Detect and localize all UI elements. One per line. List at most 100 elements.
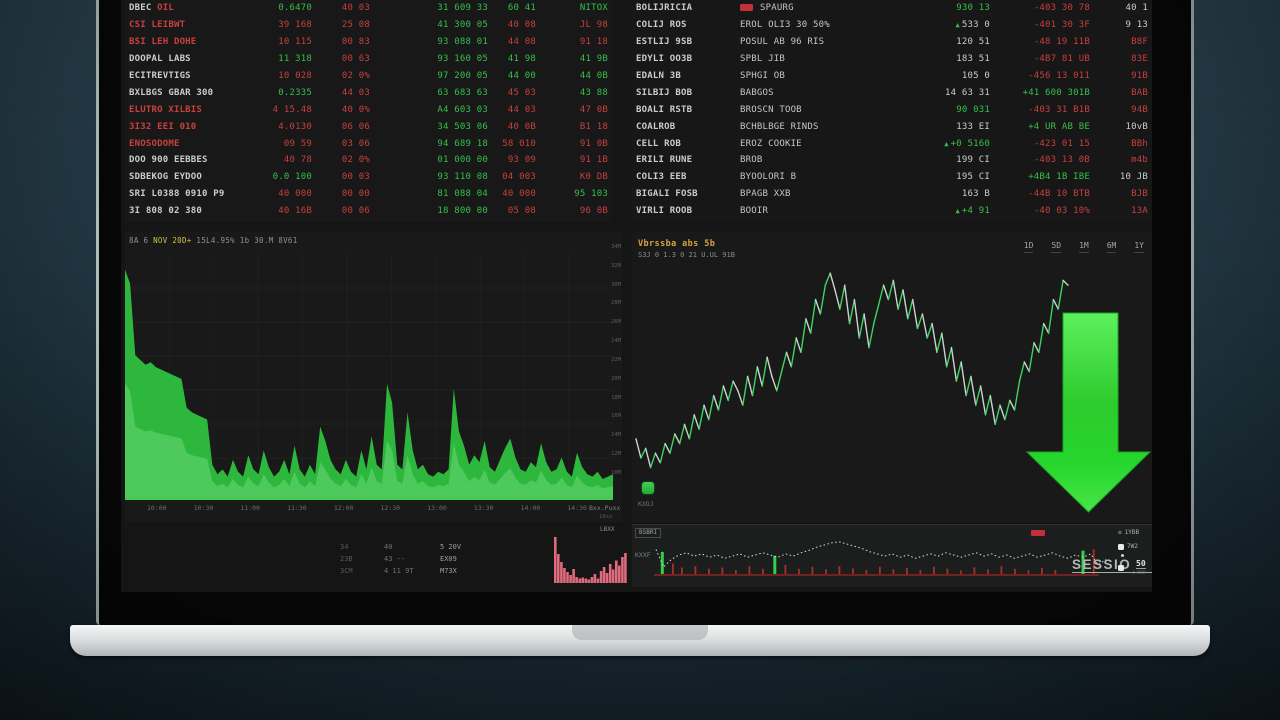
session-overview-panel[interactable]: BSBRI KXXF ≡ 1YBB 7W2 SESSIO 50 4 RXX xyxy=(632,524,1152,587)
ticker-description: BROB xyxy=(740,155,763,166)
volume-chart-panel[interactable]: 8A 6 NOV 20D+ 15L4.95% 1b 30.M 8V61 10:0… xyxy=(125,232,622,522)
ticker-name: BSI LEH DOHE xyxy=(129,37,197,48)
ticker-change: -423 01 15 xyxy=(1033,138,1090,149)
ticker-description: SPBL JIB xyxy=(740,54,785,65)
range-button[interactable]: 1Y xyxy=(1134,241,1144,253)
stat-value: EX09 xyxy=(440,555,457,563)
watchlist-row[interactable]: SDBEKOG EYDOO 0.0 100 00 03 93 110 08 04 003… xyxy=(125,169,612,186)
ticker-name: 3I 808 02 380 xyxy=(129,206,203,217)
ticker-value: 40 08 xyxy=(507,20,536,31)
ticker-description: SPAURG xyxy=(740,3,898,13)
watchlist-row[interactable]: CELL ROB EROZ COOKIE ▲ +0 5160 -423 01 15 BBh xyxy=(632,135,1152,152)
watchlist-row[interactable]: 3I32 EEI 010 4.0130 06 06 34 503 06 40 0B B1 … xyxy=(125,118,612,135)
ticker-value: 40 16B xyxy=(278,206,312,217)
ticker-value: 43 88 xyxy=(579,87,608,98)
ticker-change: -403 31 B1B xyxy=(1028,104,1090,115)
watchlist-row[interactable]: BSI LEH DOHE 10 115 00 83 93 088 01 44 08 91 … xyxy=(125,34,612,51)
y-tick-label: 34M xyxy=(611,244,621,250)
ticker-value: B1 18 xyxy=(579,121,608,132)
mini-stats-table: 34 40 5 20V 23B 43 -- EX09 3CM 4 11 9T M73X xyxy=(340,543,498,575)
watchlist-row[interactable]: COLI3 EEB BYOOLORI B 195 CI +4B4 1B IBE 10 J… xyxy=(632,169,1152,186)
watchlist-row[interactable]: COALROB BCHBLBGE RINDS 133 EI +4 UR AB BE 10… xyxy=(632,118,1152,135)
ticker-value: 0.6470 xyxy=(278,3,312,14)
dot-icon xyxy=(1121,554,1124,557)
ticker-price: 930 13 xyxy=(956,3,990,14)
ticker-description: BPAGB XXB xyxy=(740,189,791,200)
ticker-value: 91 0B xyxy=(579,138,608,149)
watchlist-row[interactable]: DBEC OIL 0.6470 40 03 31 609 33 60 41 NITOX xyxy=(125,0,612,17)
ticker-change: -4B7 81 UB xyxy=(1033,54,1090,65)
watchlist-row[interactable]: COLIJ ROS EROL OLI3 30 50% ▲ 533 0 -401 30 3… xyxy=(632,17,1152,34)
range-button[interactable]: 1M xyxy=(1079,241,1089,253)
ticker-value: 00 06 xyxy=(341,206,370,217)
watchlist-row[interactable]: CSI LEIBWT 39 168 25 08 41 300 05 40 08 JL 98 xyxy=(125,17,612,34)
y-tick-label: 10M xyxy=(611,469,621,476)
stat-mid: 4 11 9T xyxy=(384,567,414,575)
up-arrow-icon: ▲ xyxy=(955,207,960,216)
watchlist-row[interactable]: EDALN 3B SPHGI OB 105 0 -456 13 011 91B xyxy=(632,68,1152,85)
ticker-percent: 91B xyxy=(1131,71,1148,81)
watchlist-row[interactable]: BOLIJRICIA SPAURG 930 13 -403 30 78 40 1 xyxy=(632,0,1152,17)
ticker-value: 44 00 xyxy=(507,71,536,81)
mini-pink-bar-chart[interactable] xyxy=(554,533,628,583)
alert-badge xyxy=(1031,530,1045,536)
range-button[interactable]: 6M xyxy=(1106,241,1117,253)
watchlist-row[interactable]: SRI L0388 0910 P9 40 000 00 00 81 088 04 40 … xyxy=(125,186,612,203)
watchlist-row[interactable]: EDYLI OO3B SPBL JIB 183 51 -4B7 81 UB 83E xyxy=(632,51,1152,68)
ticker-value: 60 41 xyxy=(507,3,536,14)
panel-counter[interactable] xyxy=(1118,565,1124,571)
ticker-description: BROSCN TOOB xyxy=(740,104,802,115)
ticker-description: SPHGI OB xyxy=(740,71,785,81)
ticker-price: 163 B xyxy=(961,189,990,200)
stat-value: 5 20V xyxy=(440,543,462,551)
watchlist-row[interactable]: BIGALI FOSB BPAGB XXB 163 B -44B 10 BTB BJB xyxy=(632,186,1152,203)
ticker-change: -456 13 011 xyxy=(1028,71,1090,81)
watchlist-row[interactable]: BOALI RSTB BROSCN TOOB 90 031 -403 31 B1B 94… xyxy=(632,101,1152,118)
ticker-name: BOLIJRICIA xyxy=(636,3,693,14)
volume-chart-title: 8A 6 NOV 20D+ 15L4.95% 1b 30.M 8V61 xyxy=(129,236,298,245)
ticker-name-suffix: OIL xyxy=(151,3,174,14)
watchlist-row[interactable]: 3I 808 02 380 40 16B 00 06 18 800 00 05 08 96… xyxy=(125,203,612,220)
watchlist-row[interactable]: ELUTRO XILBIS 4 15.48 40 0% A4 603 03 44 03 4… xyxy=(125,101,612,118)
ticker-value: 25 08 xyxy=(341,20,370,31)
ticker-name: BIGALI FOSB xyxy=(636,189,698,200)
price-line-chart[interactable] xyxy=(632,258,1152,516)
y-tick-label: 18M xyxy=(611,394,621,401)
watchlist-row[interactable]: ENOSODOME 09 59 03 06 94 689 18 58 010 91 0B xyxy=(125,135,612,152)
price-chart-panel[interactable]: Vbrssba abs 5b S3J 0 1.3 0 21 U.UL 91B 1… xyxy=(632,232,1152,522)
watchlist-row[interactable]: BXLBGS GBAR 300 0.2335 44 03 63 683 63 45 03… xyxy=(125,84,612,101)
flag-badge-icon xyxy=(740,4,753,12)
ticker-value: 63 683 63 xyxy=(437,87,488,98)
laptop-base xyxy=(70,625,1210,656)
watchlist-row[interactable]: ECITREVTIGS 10 028 02 0% 97 200 05 44 00 44 0… xyxy=(125,68,612,85)
watchlist-row[interactable]: ERILI RUNE BROB 199 CI -403 13 0B m4b xyxy=(632,152,1152,169)
ticker-price: 90 031 xyxy=(956,104,990,115)
panel-menu-item[interactable]: ≡ 1YBB xyxy=(1118,529,1139,536)
y-tick-label: 14M xyxy=(611,432,621,439)
ticker-value: 00 03 xyxy=(341,172,370,183)
ticker-value: 41 9B xyxy=(579,54,608,65)
watchlist-row[interactable]: VIRLI ROOB BOOIR ▲ +4 91 -40 03 10% 13A xyxy=(632,203,1152,220)
ticker-change: +4 UR AB BE xyxy=(1028,121,1090,132)
ticker-value: 39 168 xyxy=(278,20,312,31)
watchlist-row[interactable]: SILBIJ BOB BABGOS 14 63 31 +41 600 301B BAB xyxy=(632,84,1152,101)
ticker-value: 45 03 xyxy=(507,87,536,98)
session-sparkline-chart[interactable] xyxy=(654,533,1116,581)
panel-toggle-item[interactable]: 7W2 xyxy=(1118,543,1138,550)
volume-area-chart[interactable] xyxy=(125,254,614,500)
x-tick-label: 12:00 xyxy=(333,504,354,512)
ticker-value: 4.0130 xyxy=(278,121,312,132)
range-button[interactable]: 5D xyxy=(1051,241,1062,253)
panel-tag: BSBRI xyxy=(635,528,662,538)
ticker-value: 40 0B xyxy=(507,121,536,132)
ticker-price: 183 51 xyxy=(956,54,990,65)
ticker-name: VIRLI ROOB xyxy=(636,206,693,217)
ticker-value: 40 0% xyxy=(341,104,370,115)
ticker-percent: B8F xyxy=(1131,37,1148,48)
watchlist-row[interactable]: ESTLIJ 9SB POSUL AB 96 RIS 120 51 -48 19 11… xyxy=(632,34,1152,51)
laptop-lid-notch xyxy=(572,625,708,640)
watchlist-row[interactable]: DOO 900 EEBBES 40 78 02 0% 01 000 00 93 09 91… xyxy=(125,152,612,169)
range-button[interactable]: 1D xyxy=(1023,241,1034,253)
watchlist-row[interactable]: DOOPAL LABS 11 318 00 63 93 160 05 41 98 41 9… xyxy=(125,51,612,68)
